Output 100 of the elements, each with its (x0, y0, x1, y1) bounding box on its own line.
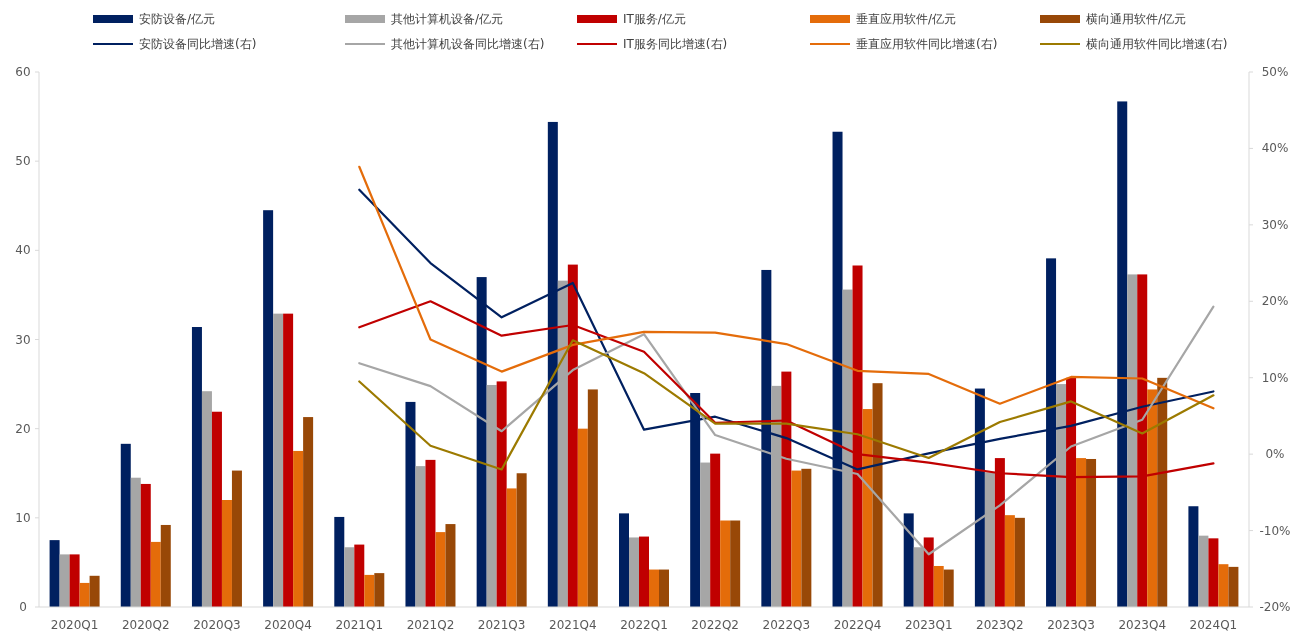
y2-tick-label: 20% (1261, 294, 1289, 309)
bar (1188, 506, 1199, 607)
y2-tick-label: 0% (1265, 447, 1285, 462)
y-tick-label: 40 (15, 243, 31, 258)
bar (49, 540, 60, 607)
bar (1218, 564, 1229, 607)
bar (639, 536, 649, 607)
bar (1004, 515, 1015, 607)
x-tick-label: 2022Q2 (691, 618, 739, 631)
bar (69, 554, 80, 607)
y-tick-label: 50 (15, 154, 31, 169)
x-tick-label: 2021Q3 (477, 618, 526, 631)
bar (160, 524, 171, 607)
legend-label: 其他计算机设备/亿元 (391, 12, 504, 26)
legend-label: IT服务同比增速(右) (623, 37, 728, 51)
bar (730, 520, 741, 607)
bar (344, 547, 355, 607)
bar (619, 513, 629, 607)
legend-label: 垂直应用软件/亿元 (856, 12, 957, 26)
bar (791, 470, 802, 607)
bar (415, 466, 426, 607)
bar (89, 575, 100, 607)
bar (140, 483, 151, 607)
bar (923, 537, 934, 607)
bar (435, 532, 446, 607)
bar (293, 450, 304, 607)
bar (59, 554, 70, 607)
bar (1228, 566, 1239, 607)
bar (354, 544, 365, 607)
bar (120, 443, 131, 607)
bar (263, 210, 274, 607)
bar (211, 411, 222, 607)
x-tick-label: 2022Q3 (762, 618, 811, 631)
x-tick-label: 2020Q3 (193, 618, 241, 631)
bar (862, 409, 873, 607)
legend-label: 其他计算机设备同比增速(右) (391, 37, 545, 51)
bar (1208, 538, 1219, 607)
bar (659, 569, 669, 607)
line-series (358, 165, 1215, 410)
x-tick-label: 2022Q4 (833, 618, 882, 631)
x-tick-label: 2021Q2 (406, 618, 455, 631)
bar (79, 582, 90, 607)
bar (506, 488, 517, 607)
x-tick-label: 2022Q1 (620, 618, 668, 631)
bar (364, 574, 375, 607)
bar (587, 389, 598, 607)
legend-label: 横向通用软件同比增速(右) (1086, 37, 1228, 51)
bar (191, 327, 202, 607)
x-tick-label: 2023Q1 (904, 618, 953, 631)
x-tick-label: 2021Q1 (335, 618, 384, 631)
bar (801, 468, 812, 607)
y-tick-label: 30 (15, 332, 31, 347)
x-tick-label: 2020Q4 (264, 618, 312, 631)
x-tick-label: 2021Q4 (549, 618, 597, 631)
bar (943, 569, 954, 607)
y2-tick-label: -10% (1259, 523, 1291, 538)
x-tick-label: 2020Q2 (121, 618, 170, 631)
bar (334, 516, 345, 607)
legend-label: 安防设备/亿元 (139, 12, 216, 26)
y2-tick-label: 50% (1261, 65, 1289, 79)
y-tick-label: 60 (15, 65, 31, 79)
y2-tick-label: 30% (1261, 217, 1289, 232)
bar (405, 401, 416, 607)
bar (649, 569, 659, 607)
bar (1157, 377, 1168, 607)
bar (700, 462, 711, 607)
legend-label: IT服务/亿元 (623, 12, 686, 26)
x-tick-label: 2023Q2 (976, 618, 1024, 631)
bar (1147, 389, 1158, 607)
bar (629, 537, 639, 607)
bar (1014, 517, 1025, 607)
bar (872, 383, 883, 607)
y2-tick-label: 10% (1261, 370, 1289, 385)
x-tick-label: 2020Q1 (50, 618, 99, 631)
bar (150, 541, 161, 607)
bar (720, 520, 731, 607)
bar (425, 459, 436, 607)
bar (374, 573, 385, 607)
x-tick-label: 2023Q4 (1118, 618, 1167, 631)
line-series (358, 339, 1215, 471)
legend-label: 安防设备同比增速(右) (139, 37, 257, 51)
bar (130, 477, 141, 607)
y-tick-label: 20 (15, 421, 31, 436)
bar (1076, 458, 1087, 607)
bar (710, 453, 721, 607)
bar (933, 565, 944, 607)
y-tick-label: 0 (19, 600, 27, 614)
bar (445, 524, 456, 607)
bar (231, 470, 242, 607)
bar (496, 381, 507, 607)
bar (283, 313, 294, 607)
y2-tick-label: -20% (1259, 600, 1291, 614)
x-tick-label: 2024Q1 (1189, 618, 1238, 631)
legend-label: 横向通用软件/亿元 (1086, 12, 1187, 26)
y2-tick-label: 40% (1261, 141, 1289, 156)
legend-label: 垂直应用软件同比增速(右) (856, 37, 998, 51)
bar (516, 473, 527, 607)
bar (303, 417, 314, 607)
bar (1198, 535, 1209, 607)
bar (1086, 458, 1097, 607)
